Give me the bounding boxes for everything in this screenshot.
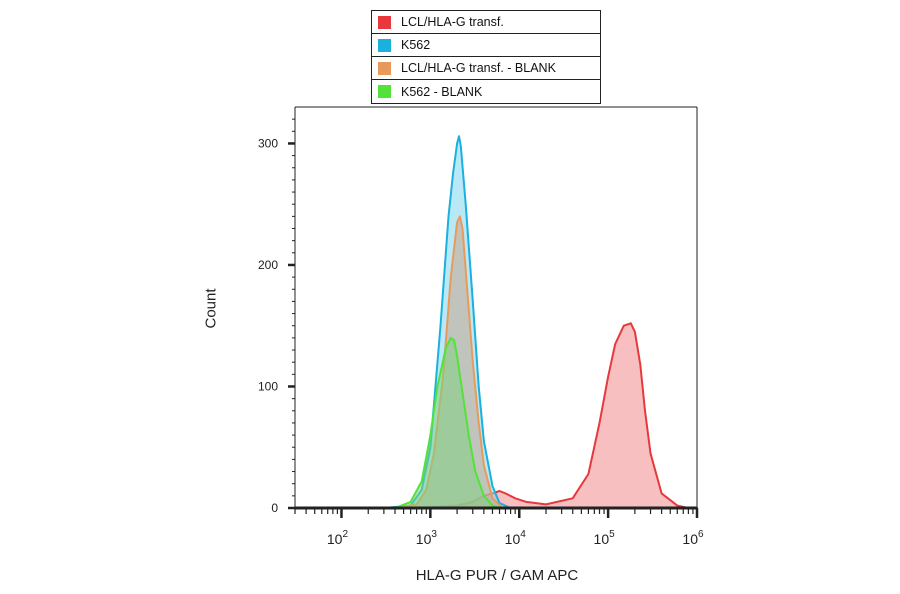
legend-swatch [378, 85, 391, 98]
y-axis-label: Count [202, 288, 220, 329]
x-axis-label: HLA-G PUR / GAM APC [415, 567, 579, 584]
legend-swatch [378, 61, 391, 75]
legend-item: K562 [372, 34, 600, 57]
x-tick-label: 103 [416, 529, 438, 547]
legend-label: LCL/HLA-G transf. - BLANK [401, 61, 556, 75]
y-tick-label: 0 [271, 501, 278, 515]
y-tick-label: 300 [258, 136, 278, 150]
x-tick-label: 102 [327, 529, 349, 547]
legend-item: LCL/HLA-G transf. - BLANK [372, 57, 600, 80]
legend-swatch [378, 15, 391, 29]
y-tick-label: 200 [258, 258, 278, 272]
y-tick-label: 100 [258, 379, 278, 393]
legend-item: K562 - BLANK [372, 80, 600, 103]
axes: 0 100 200 300 102 103 104 105 106 [258, 106, 704, 547]
x-tick-label: 106 [682, 529, 704, 547]
x-tick-label: 104 [505, 529, 527, 547]
x-tick-label: 105 [594, 529, 616, 547]
legend-label: LCL/HLA-G transf. [401, 15, 504, 29]
legend-item: LCL/HLA-G transf. [372, 11, 600, 34]
legend-swatch [378, 38, 391, 52]
series-area [294, 336, 698, 509]
series-area [294, 322, 698, 509]
plot-area [294, 135, 698, 509]
legend: LCL/HLA-G transf. K562 LCL/HLA-G transf.… [371, 10, 601, 104]
legend-label: K562 - BLANK [401, 84, 483, 99]
legend-label: K562 [401, 38, 431, 52]
